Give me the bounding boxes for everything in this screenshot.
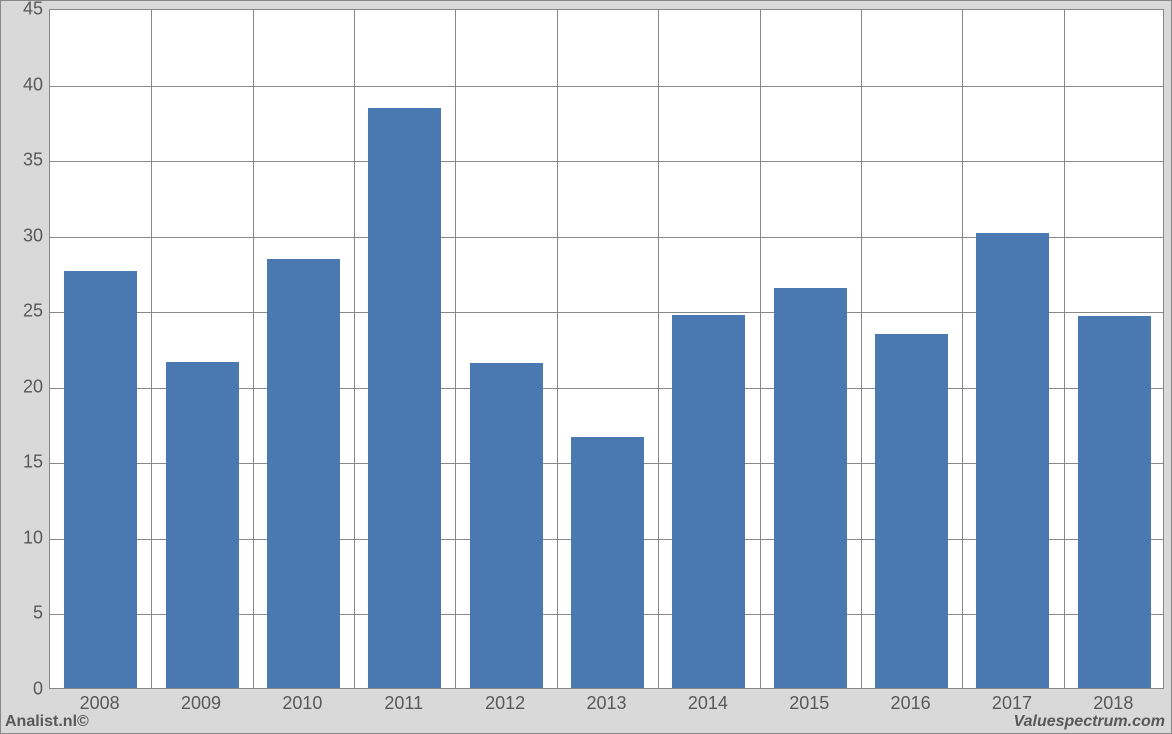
x-tick-label: 2014: [688, 693, 728, 714]
gridline-vertical: [658, 10, 659, 688]
footer-right-credit: Valuespectrum.com: [1014, 713, 1165, 731]
bar: [672, 315, 745, 688]
gridline-horizontal: [50, 161, 1163, 162]
gridline-vertical: [1064, 10, 1065, 688]
x-tick-label: 2013: [586, 693, 626, 714]
x-tick-label: 2011: [384, 693, 423, 714]
y-tick-label: 20: [3, 376, 43, 397]
y-tick-label: 25: [3, 301, 43, 322]
y-tick-label: 15: [3, 452, 43, 473]
y-tick-label: 35: [3, 150, 43, 171]
bar: [1078, 316, 1151, 688]
y-tick-label: 40: [3, 74, 43, 95]
bar: [64, 271, 137, 688]
y-tick-label: 30: [3, 225, 43, 246]
bar: [976, 233, 1049, 688]
gridline-vertical: [354, 10, 355, 688]
gridline-vertical: [962, 10, 963, 688]
bar: [267, 259, 340, 688]
x-tick-label: 2012: [485, 693, 525, 714]
plot-area: [49, 9, 1164, 689]
x-tick-label: 2015: [789, 693, 829, 714]
x-tick-label: 2017: [992, 693, 1032, 714]
bar: [470, 363, 543, 688]
y-tick-label: 45: [3, 0, 43, 20]
footer-left-credit: Analist.nl©: [5, 713, 89, 731]
y-tick-label: 5: [3, 603, 43, 624]
y-tick-label: 0: [3, 679, 43, 700]
bar: [571, 437, 644, 688]
x-tick-label: 2010: [282, 693, 322, 714]
gridline-vertical: [151, 10, 152, 688]
gridline-vertical: [253, 10, 254, 688]
gridline-vertical: [557, 10, 558, 688]
x-tick-label: 2009: [181, 693, 221, 714]
bar: [774, 288, 847, 688]
y-tick-label: 10: [3, 527, 43, 548]
x-tick-label: 2018: [1093, 693, 1133, 714]
gridline-vertical: [455, 10, 456, 688]
bar: [166, 362, 239, 688]
x-tick-label: 2016: [891, 693, 931, 714]
gridline-vertical: [861, 10, 862, 688]
chart-container: 0 5 10 15 20 25 30 35 40 45 2008 2009 2010 2011 2012 2…: [0, 0, 1172, 734]
gridline-horizontal: [50, 86, 1163, 87]
x-tick-label: 2008: [80, 693, 120, 714]
gridline-vertical: [760, 10, 761, 688]
bar: [368, 108, 441, 688]
bar: [875, 334, 948, 688]
